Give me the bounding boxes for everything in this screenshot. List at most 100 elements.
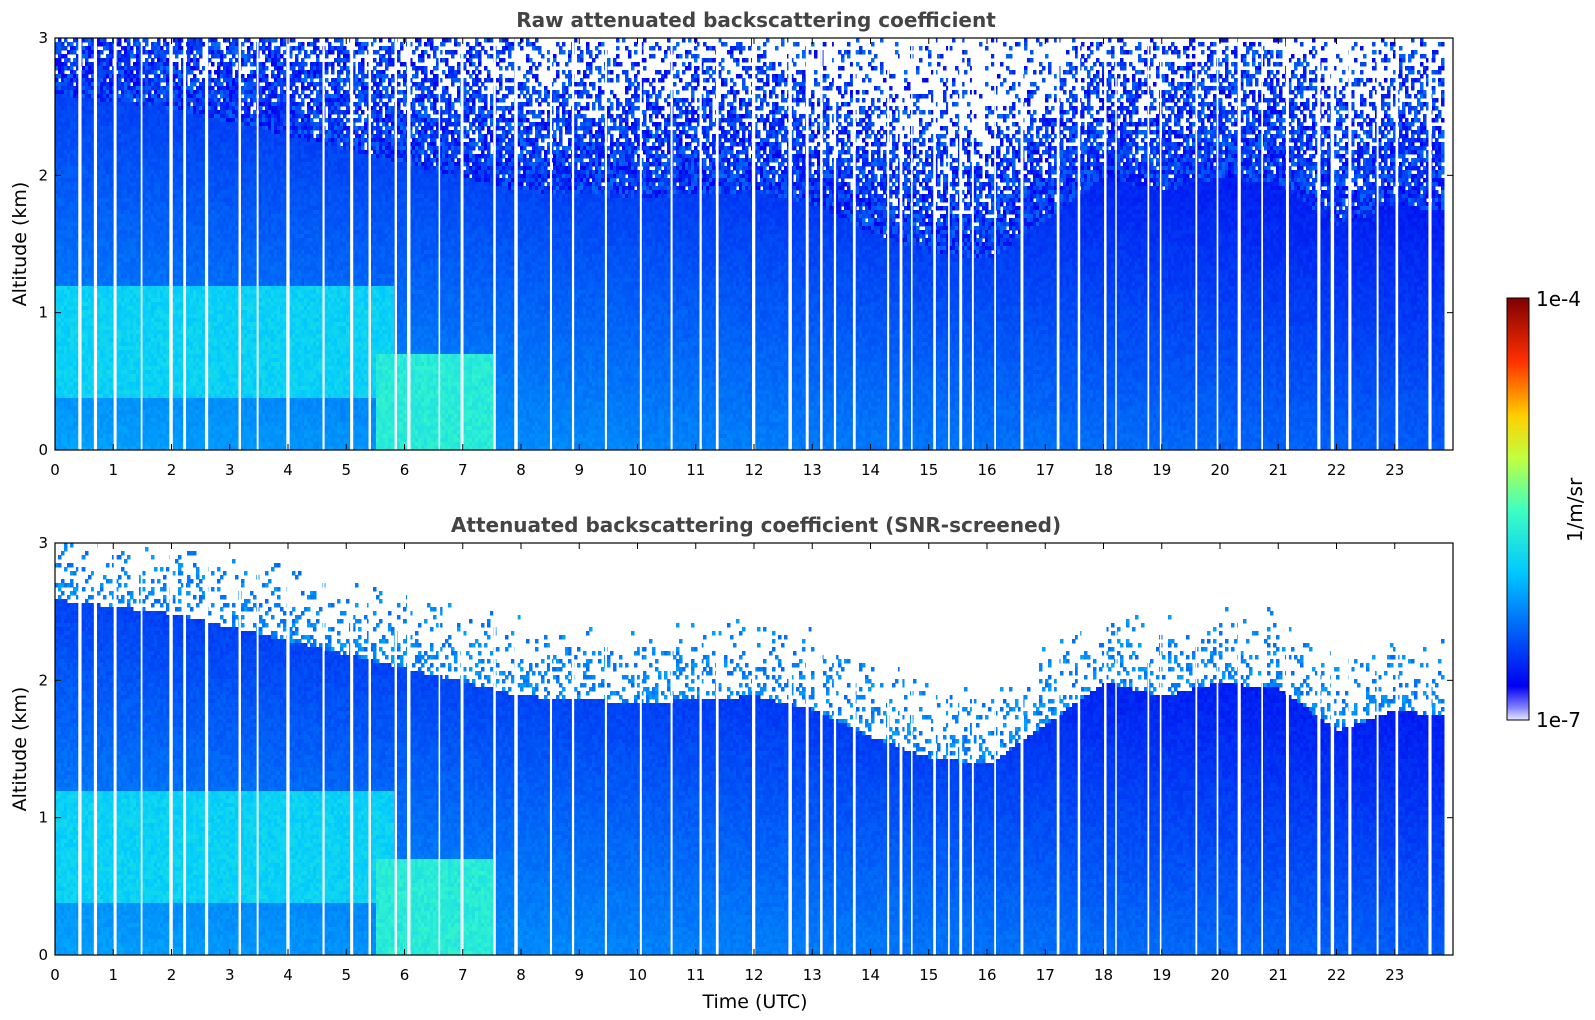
heatmap-cell [61,114,65,119]
heatmap-cell [70,346,74,351]
heatmap-cell [67,222,71,227]
heatmap-cell [73,122,77,127]
heatmap-cell [73,234,77,239]
heatmap-cell [61,166,65,171]
heatmap-cell [67,58,71,63]
heatmap-cell [58,210,62,215]
heatmap-cell [64,314,68,319]
heatmap-cell [61,326,65,331]
heatmap-cell [61,422,65,427]
heatmap-cell [64,414,68,419]
heatmap-cell [64,366,68,371]
heatmap-cell [73,394,77,399]
heatmap-cell [64,406,68,411]
heatmap-cell [73,426,77,431]
heatmap-cell [64,302,68,307]
heatmap-cell [58,214,62,219]
heatmap-cell [67,294,71,299]
heatmap-cell [73,90,77,95]
heatmap-cell [67,414,71,419]
heatmap-cell [73,170,77,175]
heatmap-cell [61,394,65,399]
heatmap-cell [67,262,71,267]
heatmap-cell [64,426,68,431]
heatmap-cell [58,394,62,399]
heatmap-cell [67,410,71,415]
heatmap-cell [67,354,71,359]
heatmap-cell [70,406,74,411]
heatmap-cell [61,410,65,415]
heatmap-cell [61,358,65,363]
heatmap-cell [70,186,74,191]
heatmap-cell [61,250,65,255]
heatmap-cell [70,322,74,327]
heatmap-cell [61,418,65,423]
heatmap-cell [70,198,74,203]
heatmap-cell [58,42,62,47]
heatmap-cell [70,166,74,171]
heatmap-cell [58,250,62,255]
heatmap-cell [58,222,62,227]
heatmap-cell [70,74,74,79]
heatmap-cell [73,214,77,219]
heatmap-cell [61,274,65,279]
heatmap-cell [73,254,77,259]
heatmap-cell [61,342,65,347]
heatmap-cell [64,214,68,219]
heatmap-cell [73,106,77,111]
heatmap-cell [70,270,74,275]
heatmap-cell [73,358,77,363]
heatmap-cell [73,238,77,243]
heatmap-cell [58,346,62,351]
heatmap-cell [73,270,77,275]
heatmap-cell [67,82,71,87]
heatmap-cell [73,134,77,139]
heatmap-cell [58,206,62,211]
heatmap-cell [61,150,65,155]
heatmap-cell [64,418,68,423]
heatmap-cell [61,46,65,51]
heatmap-cell [67,254,71,259]
heatmap-cell [70,202,74,207]
heatmap-cell [70,306,74,311]
heatmap-cell [58,442,62,447]
heatmap-cell [64,134,68,139]
heatmap-cell [64,218,68,223]
heatmap-cell [61,98,65,103]
heatmap-cell [58,398,62,403]
heatmap-cell [61,78,65,83]
heatmap-cell [58,298,62,303]
heatmap-cell [61,402,65,407]
heatmap-cell [70,366,74,371]
heatmap-cell [70,330,74,335]
heatmap-cell [70,118,74,123]
heatmap-cell [70,226,74,231]
heatmap-cell [67,250,71,255]
heatmap-cell [58,350,62,355]
heatmap-cell [58,238,62,243]
heatmap-cell [67,330,71,335]
heatmap-cell [64,230,68,235]
heatmap-cell [58,166,62,171]
heatmap-cell [70,218,74,223]
heatmap-cell [58,142,62,147]
heatmap-cell [70,254,74,259]
heatmap-cell [67,182,71,187]
heatmap-cell [58,406,62,411]
heatmap-cell [70,102,74,107]
heatmap-cell [70,42,74,47]
heatmap-cell [67,218,71,223]
heatmap-cell [64,226,68,231]
heatmap-cell [58,390,62,395]
heatmap-cell [70,282,74,287]
heatmap-cell [64,262,68,267]
heatmap-cell [67,150,71,155]
heatmap-cell [67,338,71,343]
heatmap-cell [73,98,77,103]
heatmap-cell [67,186,71,191]
heatmap-cell [73,118,77,123]
heatmap-cell [67,138,71,143]
heatmap-cell [67,426,71,431]
heatmap-cell [64,410,68,415]
heatmap-cell [61,102,65,107]
